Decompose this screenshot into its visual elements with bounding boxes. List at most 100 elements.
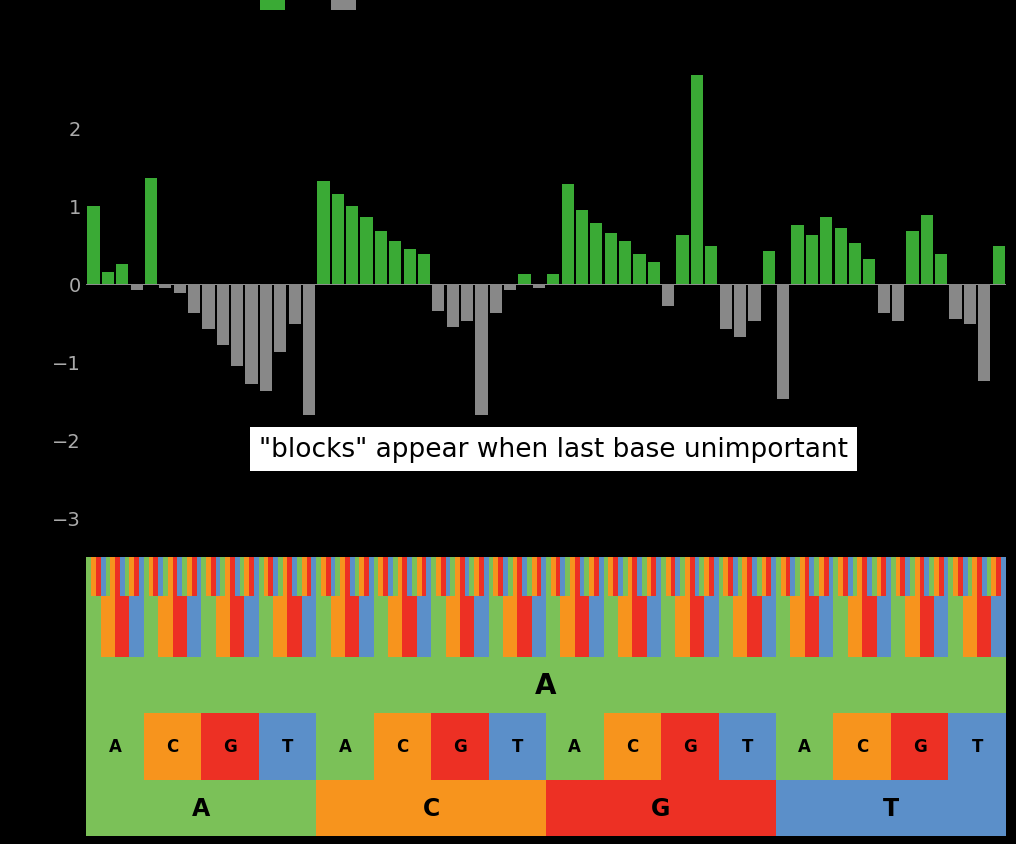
Bar — [642, 557, 646, 596]
Bar — [906, 231, 918, 284]
Bar — [785, 557, 790, 596]
Text: A: A — [535, 671, 557, 699]
Bar — [364, 557, 369, 596]
Bar — [800, 557, 805, 596]
Bar — [819, 557, 824, 596]
Bar — [920, 216, 933, 284]
Bar — [316, 557, 321, 596]
Bar — [302, 557, 307, 596]
Bar — [914, 557, 919, 596]
Bar — [551, 557, 556, 596]
Bar — [589, 557, 594, 596]
Bar — [820, 218, 832, 284]
Bar — [474, 596, 489, 657]
Bar — [297, 557, 302, 596]
Bar — [905, 557, 910, 596]
Bar — [972, 557, 977, 596]
Bar — [407, 557, 412, 596]
Bar — [375, 231, 387, 284]
Bar — [734, 284, 746, 338]
Bar — [691, 76, 703, 284]
Text: C: C — [856, 738, 869, 755]
Bar — [402, 596, 417, 657]
Bar — [249, 557, 254, 596]
Bar — [867, 557, 872, 596]
Bar — [86, 596, 101, 657]
Bar — [503, 596, 517, 657]
Bar — [967, 557, 972, 596]
Bar — [925, 557, 930, 596]
Bar — [489, 557, 494, 596]
Bar — [987, 557, 992, 596]
Bar — [589, 596, 604, 657]
Bar — [623, 557, 628, 596]
Text: A: A — [799, 738, 811, 755]
Bar — [594, 557, 598, 596]
Bar — [977, 596, 992, 657]
Bar — [978, 284, 991, 381]
Bar — [168, 557, 173, 596]
Bar — [144, 596, 158, 657]
Bar — [948, 713, 1006, 780]
Bar — [317, 181, 329, 284]
Bar — [259, 596, 273, 657]
Bar — [427, 557, 431, 596]
Bar — [891, 596, 905, 657]
Bar — [446, 557, 450, 596]
Bar — [646, 557, 651, 596]
Bar — [527, 557, 531, 596]
Bar — [531, 557, 536, 596]
Bar — [345, 557, 350, 596]
Bar — [144, 557, 148, 596]
Text: A: A — [109, 738, 122, 755]
Bar — [542, 557, 546, 596]
Bar — [417, 557, 422, 596]
Bar — [718, 557, 723, 596]
Bar — [677, 236, 689, 284]
Bar — [598, 557, 604, 596]
Bar — [570, 557, 575, 596]
Text: A: A — [338, 738, 352, 755]
Bar — [892, 284, 904, 322]
Bar — [402, 557, 407, 596]
Bar — [776, 780, 1006, 836]
Bar — [695, 557, 699, 596]
Bar — [728, 557, 733, 596]
Bar — [713, 557, 718, 596]
Bar — [618, 557, 623, 596]
Bar — [436, 557, 441, 596]
Bar — [919, 596, 934, 657]
Bar — [829, 557, 833, 596]
Bar — [930, 557, 934, 596]
Bar — [115, 596, 129, 657]
Bar — [494, 557, 498, 596]
Bar — [182, 557, 187, 596]
Bar — [86, 557, 91, 596]
Bar — [259, 713, 316, 780]
Bar — [877, 596, 891, 657]
Bar — [355, 557, 360, 596]
Bar — [819, 596, 833, 657]
Bar — [547, 596, 561, 657]
Legend: , : , — [259, 0, 369, 13]
Bar — [661, 713, 718, 780]
Bar — [749, 284, 761, 322]
Bar — [518, 275, 530, 284]
Bar — [690, 596, 704, 657]
Bar — [981, 557, 987, 596]
Bar — [86, 657, 1006, 713]
Bar — [576, 210, 588, 284]
Bar — [852, 557, 858, 596]
Bar — [379, 557, 383, 596]
Bar — [288, 596, 302, 657]
Text: G: G — [912, 738, 927, 755]
Bar — [383, 557, 388, 596]
Bar — [346, 207, 359, 284]
Bar — [790, 557, 796, 596]
Bar — [475, 284, 488, 415]
Bar — [450, 557, 455, 596]
Bar — [847, 596, 863, 657]
Bar — [939, 557, 944, 596]
Bar — [685, 557, 690, 596]
Bar — [565, 557, 570, 596]
